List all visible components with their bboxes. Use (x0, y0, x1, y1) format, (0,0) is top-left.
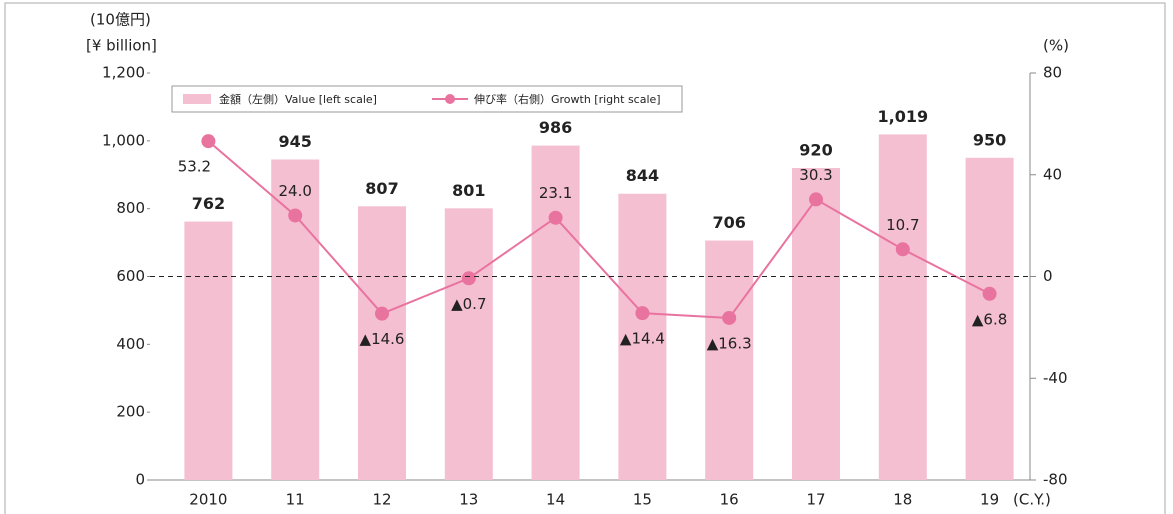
bar (271, 159, 320, 481)
bar-value-label: 807 (365, 179, 398, 198)
y-axis-label: [¥ billion] (86, 37, 157, 55)
line-value-label: ▲16.3 (707, 334, 752, 352)
x-tick-label: 14 (546, 491, 565, 509)
line-value-label: 24.0 (278, 182, 311, 200)
bar (358, 206, 406, 481)
line-point (201, 134, 216, 149)
legend-swatch (183, 94, 211, 104)
x-tick-label: 2010 (189, 491, 227, 509)
line-value-label: 53.2 (178, 158, 211, 176)
legend-box (171, 85, 683, 113)
line-value-label: 30.3 (799, 166, 832, 184)
line-value-label: ▲6.8 (972, 310, 1007, 328)
bar-value-label: 801 (452, 181, 485, 200)
line-value-label: 10.7 (886, 216, 919, 234)
line-point (809, 192, 823, 207)
y2-tick-label: -40 (1043, 369, 1068, 387)
y-tick-label: 600 (116, 267, 145, 285)
y-tick-label: 200 (116, 403, 145, 421)
x-tick-label: 12 (372, 491, 391, 509)
legend-swatch (445, 94, 455, 104)
legend-label: 金額（左側）Value [left scale] (219, 92, 377, 106)
bar (184, 221, 233, 480)
line-point (895, 242, 910, 257)
y2-tick-label: 80 (1043, 64, 1062, 82)
bar-value-label: 844 (626, 166, 659, 185)
bar (705, 240, 754, 480)
y-tick-label: 800 (116, 199, 145, 217)
bar (444, 208, 493, 480)
bar (531, 145, 580, 480)
line-point (722, 310, 737, 325)
x-tick-label: 13 (459, 491, 478, 509)
bar-value-label: 920 (799, 140, 832, 159)
bar (878, 134, 927, 480)
legend-label: 伸び率（右側）Growth [right scale] (474, 92, 661, 106)
y-axis-label: (10億円) (90, 11, 151, 29)
y2-tick-label: 0 (1043, 267, 1053, 285)
bar (618, 193, 667, 480)
line-point (635, 306, 650, 321)
x-axis-label: (C.Y.) (1013, 491, 1051, 509)
line-point (461, 271, 476, 286)
y2-axis-label: (%) (1043, 37, 1069, 55)
line-point (548, 210, 563, 225)
frame (4, 2, 1166, 514)
y-tick-label: 1,000 (102, 131, 145, 149)
x-tick-label: 19 (980, 491, 999, 509)
bar-value-label: 950 (973, 130, 1006, 149)
line-value-label: ▲14.4 (620, 330, 665, 348)
y2-tick-label: -80 (1043, 471, 1068, 489)
x-tick-label: 15 (633, 491, 652, 509)
x-tick-label: 11 (286, 491, 305, 509)
line-value-label: ▲14.6 (360, 330, 405, 348)
line-point (375, 306, 389, 321)
bar-value-label: 986 (539, 118, 572, 137)
bar-value-label: 706 (712, 213, 745, 232)
bar (792, 167, 840, 480)
line-point (288, 208, 303, 223)
line-point (982, 286, 997, 301)
x-tick-label: 16 (720, 491, 739, 509)
bar-value-label: 1,019 (877, 107, 928, 126)
y-tick-label: 0 (135, 471, 145, 489)
line-value-label: 23.1 (539, 184, 572, 202)
y-tick-label: 1,200 (102, 64, 145, 82)
bar (965, 157, 1014, 480)
line-value-label: ▲0.7 (451, 295, 486, 313)
x-tick-label: 18 (893, 491, 912, 509)
y2-tick-label: 40 (1043, 165, 1062, 183)
x-tick-label: 17 (806, 491, 825, 509)
bar-value-label: 945 (278, 132, 311, 151)
y-tick-label: 400 (116, 335, 145, 353)
line (207, 140, 991, 319)
bar-value-label: 762 (192, 194, 225, 213)
